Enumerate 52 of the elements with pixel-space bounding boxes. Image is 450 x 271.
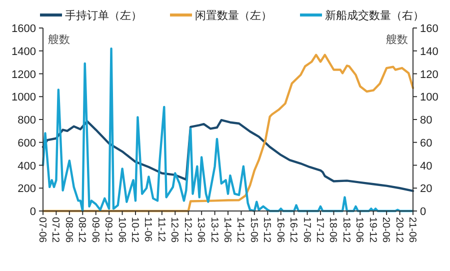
y-tick-label: 1400 [12,46,36,58]
x-tick-label: 16-12 [288,217,299,244]
y-tick-label: 800 [18,114,36,126]
y-axis-title: 艘数 [48,34,70,46]
x-tick-label: 11-06 [142,217,154,242]
y-tick-label: 200 [18,183,36,196]
x-tick-label: 10-06 [116,217,127,244]
y-tick-label: 1200 [12,68,36,81]
x-tick-label: 13-12 [208,217,220,244]
x-tick-label: 10-12 [129,217,140,244]
x-tick-label: 19-12 [366,217,378,244]
y2-tick-label: 80 [420,114,432,126]
x-tick-label: 18-06 [327,217,338,244]
x-tick-label: 21-06 [406,217,418,244]
x-tick-label: 17-06 [300,217,312,244]
x-tick-label: 15-06 [248,217,259,244]
y-tick-label: 1000 [12,92,36,104]
legend-label: 手持订单（左） [65,9,142,22]
x-tick-label: 07-12 [50,217,61,244]
legend-label: 闲置数量（左） [195,10,272,22]
x-tick-label: 12-12 [182,217,193,244]
x-tick-label: 09-12 [102,217,114,244]
x-tick-label: 15-12 [261,217,272,244]
y2-tick-label: 40 [420,160,432,172]
x-tick-label: 09-06 [89,217,100,244]
y2-tick-label: 140 [420,46,438,58]
x-tick-label: 14-06 [222,217,232,244]
y2-tick-label: 100 [420,92,438,104]
legend-label: 新船成交数量（右） [325,9,424,22]
y2-tick-label: 0 [420,206,426,218]
x-tick-label: 16-06 [274,217,286,244]
y-tick-label: 1600 [12,23,36,35]
y2-axis-title: 艘数 [386,34,408,46]
y2-tick-label: 20 [420,183,432,196]
y-tick-label: 600 [18,137,36,150]
y-tick-label: 0 [30,206,36,218]
x-tick-label: 13-06 [195,217,206,244]
x-tick-label: 20-12 [393,217,404,244]
x-tick-label: 08-06 [62,217,74,244]
x-tick-label: 19-06 [354,217,365,244]
x-tick-label: 14-12 [234,217,246,244]
y2-tick-label: 60 [420,137,432,150]
y2-tick-label: 120 [420,68,438,81]
x-tick-label: 12-06 [168,217,180,244]
x-tick-label: 20-06 [380,217,392,244]
x-tick-label: 11-12 [155,217,166,242]
x-tick-label: 18-12 [340,217,352,244]
y2-tick-label: 160 [420,23,438,35]
x-tick-label: 07-06 [36,217,48,244]
y-tick-label: 400 [18,160,36,172]
x-tick-label: 17-12 [314,217,325,244]
x-tick-label: 08-12 [76,217,88,244]
